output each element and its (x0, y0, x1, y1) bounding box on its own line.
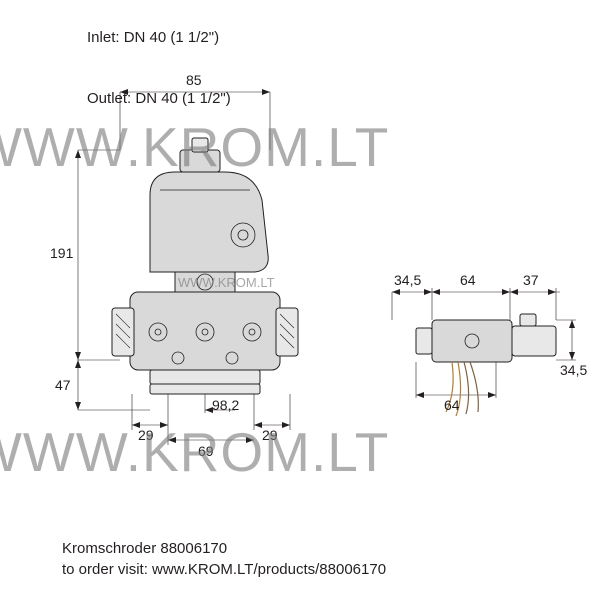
technical-drawing-svg (0, 0, 600, 600)
dim-34-5a: 34,5 (394, 272, 421, 288)
dim-64b: 64 (444, 397, 460, 413)
dim-29a: 29 (138, 427, 154, 443)
dim-98-2: 98,2 (212, 397, 239, 413)
dim-64a: 64 (460, 272, 476, 288)
dim-191: 191 (50, 245, 73, 261)
dim-37: 37 (523, 272, 539, 288)
brand-name: Kromschroder (62, 540, 156, 557)
order-url: www.KROM.LT/products/88006170 (152, 561, 386, 578)
dim-69: 69 (198, 443, 214, 459)
part-number: 88006170 (160, 540, 227, 557)
dim-85: 85 (186, 72, 202, 88)
dim-34-5b: 34,5 (560, 362, 587, 378)
footer: Kromschroder 88006170 to order visit: ww… (62, 538, 386, 580)
drawing-canvas: Inlet: DN 40 (1 1/2") Outlet: DN 40 (1 1… (0, 0, 600, 600)
dim-29b: 29 (262, 427, 278, 443)
dim-47: 47 (55, 377, 71, 393)
order-prefix: to order visit: (62, 561, 148, 578)
footer-line-2: to order visit: www.KROM.LT/products/880… (62, 559, 386, 580)
footer-line-1: Kromschroder 88006170 (62, 538, 386, 559)
